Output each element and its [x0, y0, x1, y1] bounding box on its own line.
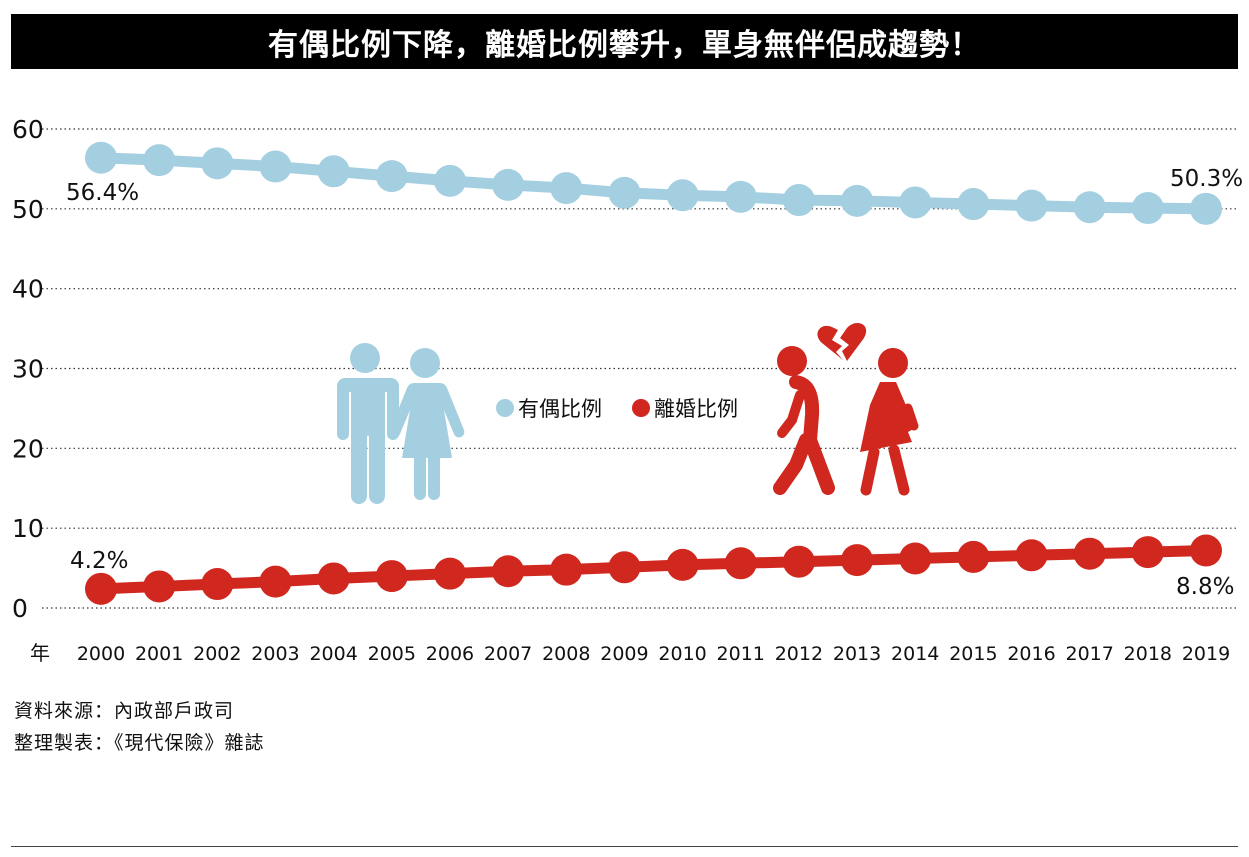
data-point [1131, 536, 1164, 569]
y-tick-label: 0 [12, 594, 28, 623]
x-tick-label: 2006 [426, 643, 474, 665]
data-point [608, 176, 641, 209]
x-tick-label: 2001 [135, 643, 183, 665]
data-point [550, 553, 583, 586]
data-point [724, 180, 757, 213]
data-point [957, 188, 990, 221]
y-axis-ticks: 0 10 20 30 40 50 60 [12, 115, 44, 623]
legend: 有偶比例 離婚比例 [496, 397, 738, 421]
data-point [85, 572, 117, 605]
data-point [433, 557, 466, 590]
x-tick-label: 2012 [775, 643, 823, 665]
x-tick-label: 2002 [193, 643, 241, 665]
y-tick-label: 10 [12, 514, 44, 543]
y-tick-label: 60 [12, 115, 44, 144]
data-point [666, 548, 699, 581]
y-tick-label: 50 [12, 195, 44, 224]
data-label-layer: 56.4% 50.3% 4.2% 8.8% [66, 166, 1243, 600]
data-point [1073, 537, 1106, 570]
grid-layer [42, 128, 1238, 609]
data-point [1015, 189, 1048, 222]
y-tick-label: 30 [12, 355, 44, 384]
data-point [666, 179, 699, 212]
bottom-divider [11, 846, 1238, 847]
x-tick-label: 2017 [1066, 643, 1114, 665]
data-point [1015, 539, 1048, 572]
data-point [1190, 534, 1222, 567]
data-point [957, 540, 990, 573]
data-point [1190, 192, 1222, 225]
producer-note: 整理製表：《現代保險》雜誌 [14, 732, 265, 754]
x-tick-label: 2011 [717, 643, 765, 665]
data-point [143, 144, 176, 177]
x-tick-label: 2005 [368, 643, 416, 665]
x-tick-label: 2013 [833, 643, 881, 665]
data-point [259, 150, 292, 183]
data-point [782, 545, 815, 578]
x-tick-label: 2003 [251, 643, 299, 665]
x-tick-label: 2010 [658, 643, 706, 665]
endpoint-data-label: 56.4% [66, 180, 139, 206]
data-point [608, 551, 641, 584]
data-point [433, 164, 466, 197]
data-point [492, 168, 525, 201]
x-axis-label: 年 [30, 641, 50, 665]
x-tick-label: 2018 [1124, 643, 1172, 665]
x-tick-label: 2008 [542, 643, 590, 665]
x-tick-label: 2009 [600, 643, 648, 665]
x-tick-label: 2015 [949, 643, 997, 665]
x-tick-label: 2007 [484, 643, 532, 665]
data-point [143, 570, 176, 603]
data-point [724, 547, 757, 580]
walking-apart-couple-icon [773, 346, 919, 496]
data-point [1131, 192, 1164, 225]
data-point [375, 560, 408, 593]
series-layer [85, 141, 1222, 605]
x-tick-label: 2000 [77, 643, 125, 665]
data-point [899, 186, 932, 219]
legend-label-divorced: 離婚比例 [654, 397, 738, 421]
legend-marker-married [496, 399, 514, 417]
data-point [492, 555, 525, 588]
x-axis-ticks: 2000 2001 2002 2003 2004 2005 2006 2007 2008 2009… [77, 643, 1230, 665]
endpoint-data-label: 4.2% [70, 548, 128, 574]
data-point [375, 160, 408, 193]
x-tick-label: 2019 [1182, 643, 1230, 665]
chart-title-bar: 有偶比例下降，離婚比例攀升，單身無伴侶成趨勢！ [11, 14, 1238, 69]
couple-icon [337, 343, 465, 504]
legend-label-married: 有偶比例 [518, 397, 602, 421]
source-note: 資料來源：內政部戶政司 [14, 700, 235, 722]
endpoint-data-label: 8.8% [1176, 574, 1234, 600]
data-point [317, 562, 350, 595]
broken-heart-icon [817, 323, 867, 361]
data-point [841, 544, 874, 577]
y-tick-label: 40 [12, 275, 44, 304]
data-point [201, 147, 234, 180]
data-point [201, 568, 234, 601]
x-tick-label: 2016 [1007, 643, 1055, 665]
x-tick-label: 2014 [891, 643, 939, 665]
data-point [899, 542, 932, 575]
data-point [550, 172, 583, 205]
data-point [841, 184, 874, 217]
chart-title: 有偶比例下降，離婚比例攀升，單身無伴侶成趨勢！ [268, 27, 981, 63]
data-point [1073, 191, 1106, 224]
endpoint-data-label: 50.3% [1170, 166, 1243, 192]
data-point [782, 184, 815, 217]
x-tick-label: 2004 [309, 643, 357, 665]
data-point [317, 155, 350, 188]
y-tick-label: 20 [12, 434, 44, 463]
data-point [85, 141, 117, 174]
legend-marker-divorced [632, 399, 650, 417]
data-point [259, 565, 292, 598]
